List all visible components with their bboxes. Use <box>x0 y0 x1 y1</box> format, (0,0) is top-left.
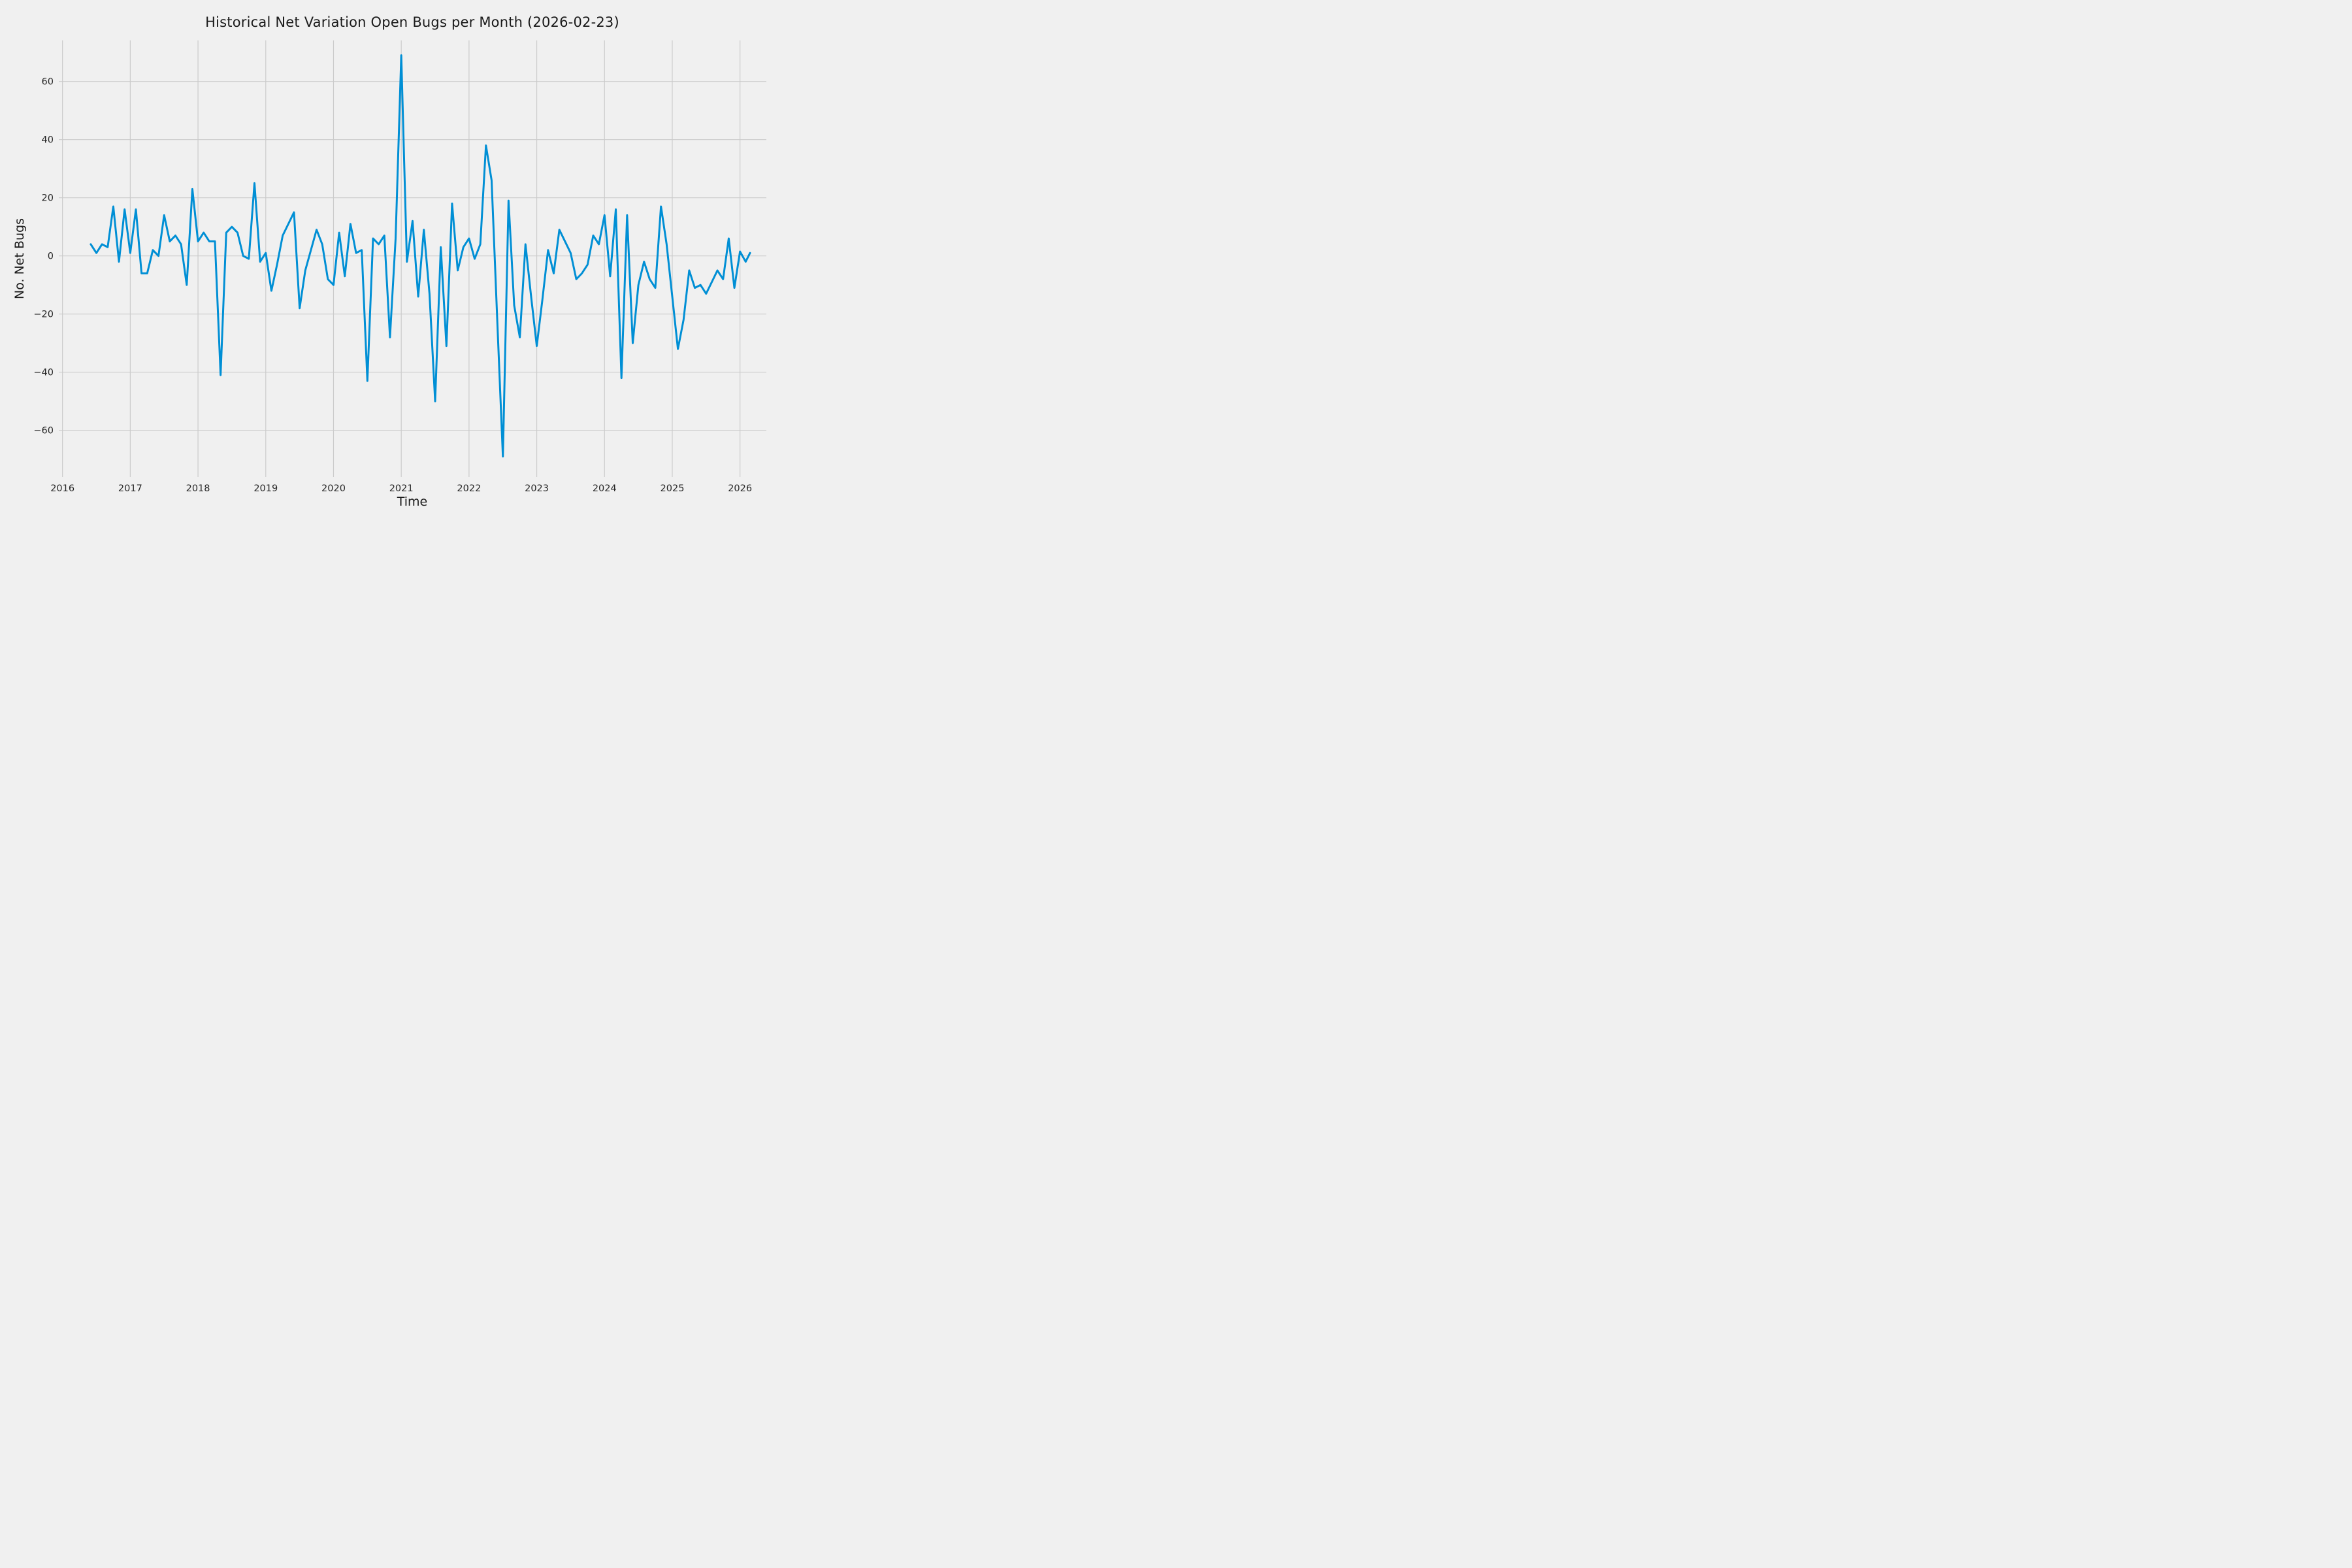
line-chart-figure: Historical Net Variation Open Bugs per M… <box>0 0 784 523</box>
y-tick--60: −60 <box>33 426 54 436</box>
x-tick-2020: 2020 <box>321 483 346 494</box>
y-tick--40: −40 <box>33 368 54 378</box>
y-tick-0: 0 <box>48 252 54 262</box>
x-tick-2026: 2026 <box>728 483 752 494</box>
x-tick-2018: 2018 <box>186 483 210 494</box>
x-tick-2025: 2025 <box>661 483 685 494</box>
x-tick-2016: 2016 <box>50 483 74 494</box>
y-tick-60: 60 <box>42 77 54 88</box>
line-chart-canvas: 2016 2017 2018 2019 2020 2021 2022 2023 2024 2025… <box>33 40 766 494</box>
x-tick-2024: 2024 <box>593 483 617 494</box>
net-bugs-line-series <box>90 54 751 458</box>
x-tick-2022: 2022 <box>457 483 481 494</box>
x-tick-2023: 2023 <box>525 483 549 494</box>
x-tick-2021: 2021 <box>389 483 414 494</box>
x-tick-2017: 2017 <box>118 483 142 494</box>
y-tick--20: −20 <box>33 310 54 320</box>
chart-title: Historical Net Variation Open Bugs per M… <box>205 14 619 30</box>
y-tick-40: 40 <box>42 135 54 146</box>
x-axis-label: Time <box>397 495 428 509</box>
x-tick-2019: 2019 <box>253 483 278 494</box>
y-tick-20: 20 <box>42 193 54 204</box>
y-axis-label: No. Net Bugs <box>12 218 27 300</box>
